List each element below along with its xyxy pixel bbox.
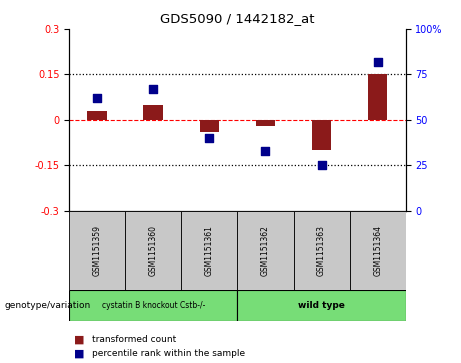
Text: GSM1151361: GSM1151361	[205, 225, 214, 276]
FancyBboxPatch shape	[181, 211, 237, 290]
Point	[149, 86, 157, 92]
Text: wild type: wild type	[298, 301, 345, 310]
Bar	[143, 105, 163, 120]
Text: transformed count: transformed count	[92, 335, 177, 344]
Bar	[88, 111, 107, 120]
FancyBboxPatch shape	[69, 211, 125, 290]
Text: percentile rank within the sample: percentile rank within the sample	[92, 350, 245, 358]
Text: GSM1151363: GSM1151363	[317, 225, 326, 276]
FancyBboxPatch shape	[237, 290, 406, 321]
Point	[94, 95, 101, 101]
FancyBboxPatch shape	[237, 211, 294, 290]
Bar	[200, 120, 219, 132]
FancyBboxPatch shape	[294, 211, 349, 290]
Text: ■: ■	[74, 334, 84, 344]
Text: GSM1151359: GSM1151359	[93, 225, 102, 276]
Point	[206, 135, 213, 141]
FancyBboxPatch shape	[69, 290, 237, 321]
Title: GDS5090 / 1442182_at: GDS5090 / 1442182_at	[160, 12, 315, 25]
Point	[374, 59, 381, 65]
Bar	[256, 120, 275, 126]
FancyBboxPatch shape	[125, 211, 181, 290]
Text: cystatin B knockout Cstb-/-: cystatin B knockout Cstb-/-	[101, 301, 205, 310]
Point	[262, 148, 269, 154]
Text: GSM1151364: GSM1151364	[373, 225, 382, 276]
Text: genotype/variation: genotype/variation	[5, 301, 91, 310]
Bar	[312, 120, 331, 150]
Text: GSM1151362: GSM1151362	[261, 225, 270, 276]
Text: ■: ■	[74, 349, 84, 359]
Bar	[368, 74, 387, 120]
FancyBboxPatch shape	[349, 211, 406, 290]
Text: GSM1151360: GSM1151360	[149, 225, 158, 276]
Point	[318, 162, 325, 168]
